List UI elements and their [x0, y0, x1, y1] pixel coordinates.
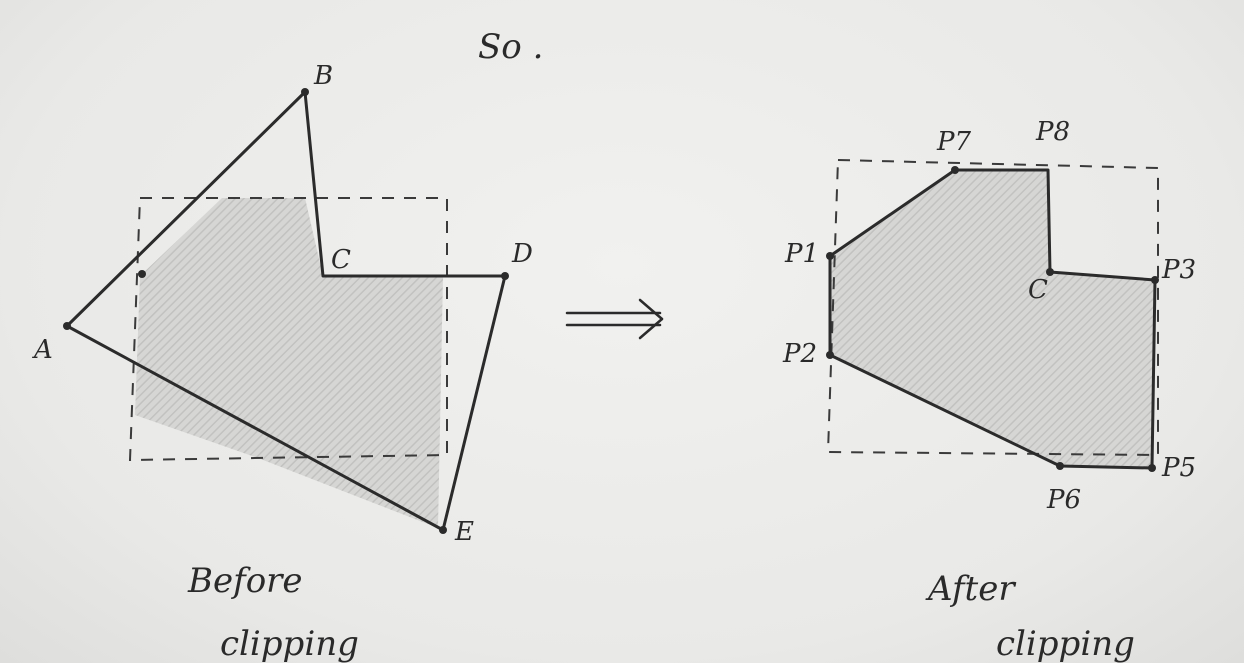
p3-dot [1151, 276, 1159, 284]
vertex-d-dot [501, 272, 509, 280]
intersection-dot [138, 270, 146, 278]
p1-label: P1 [784, 239, 819, 269]
p8-label: P8 [1035, 117, 1070, 147]
p2-dot [826, 351, 834, 359]
heading-so: So . [478, 27, 543, 67]
p7-label: P7 [936, 127, 971, 157]
vertex-e-label: E [454, 517, 474, 547]
p2-label: P2 [782, 339, 817, 369]
vertex-b-dot [301, 88, 309, 96]
vertex-b-label: B [313, 61, 333, 91]
before-caption-line1: Before [187, 561, 303, 601]
c-after-dot [1046, 268, 1054, 276]
vertex-c-label: C [331, 245, 351, 275]
before-clip-window [128, 197, 448, 462]
p3-label: P3 [1161, 255, 1196, 285]
vertex-d-label: D [511, 239, 533, 269]
vertex-a-dot [63, 322, 71, 330]
transform-arrow [565, 298, 664, 340]
p7-dot [951, 166, 959, 174]
after-panel: P1 P2 P3 P5 P6 P7 P8 C After clipping [782, 117, 1196, 663]
before-polygon-abcde [65, 90, 507, 532]
vertex-e-dot [439, 526, 447, 534]
p1-dot [826, 252, 834, 260]
c-after-label: C [1028, 275, 1048, 305]
before-caption-line2: clipping [220, 624, 359, 663]
p5-dot [1148, 464, 1156, 472]
p6-label: P6 [1046, 485, 1081, 515]
p5-label: P5 [1161, 453, 1196, 483]
before-clipped-shading [135, 198, 443, 528]
after-caption-line1: After [925, 569, 1016, 609]
after-caption-line2: clipping [996, 624, 1135, 663]
vertex-a-label: A [32, 335, 53, 365]
after-clipped-shading [830, 170, 1155, 468]
p6-dot [1056, 462, 1064, 470]
before-panel: A B C D E Before clipping [32, 61, 533, 663]
